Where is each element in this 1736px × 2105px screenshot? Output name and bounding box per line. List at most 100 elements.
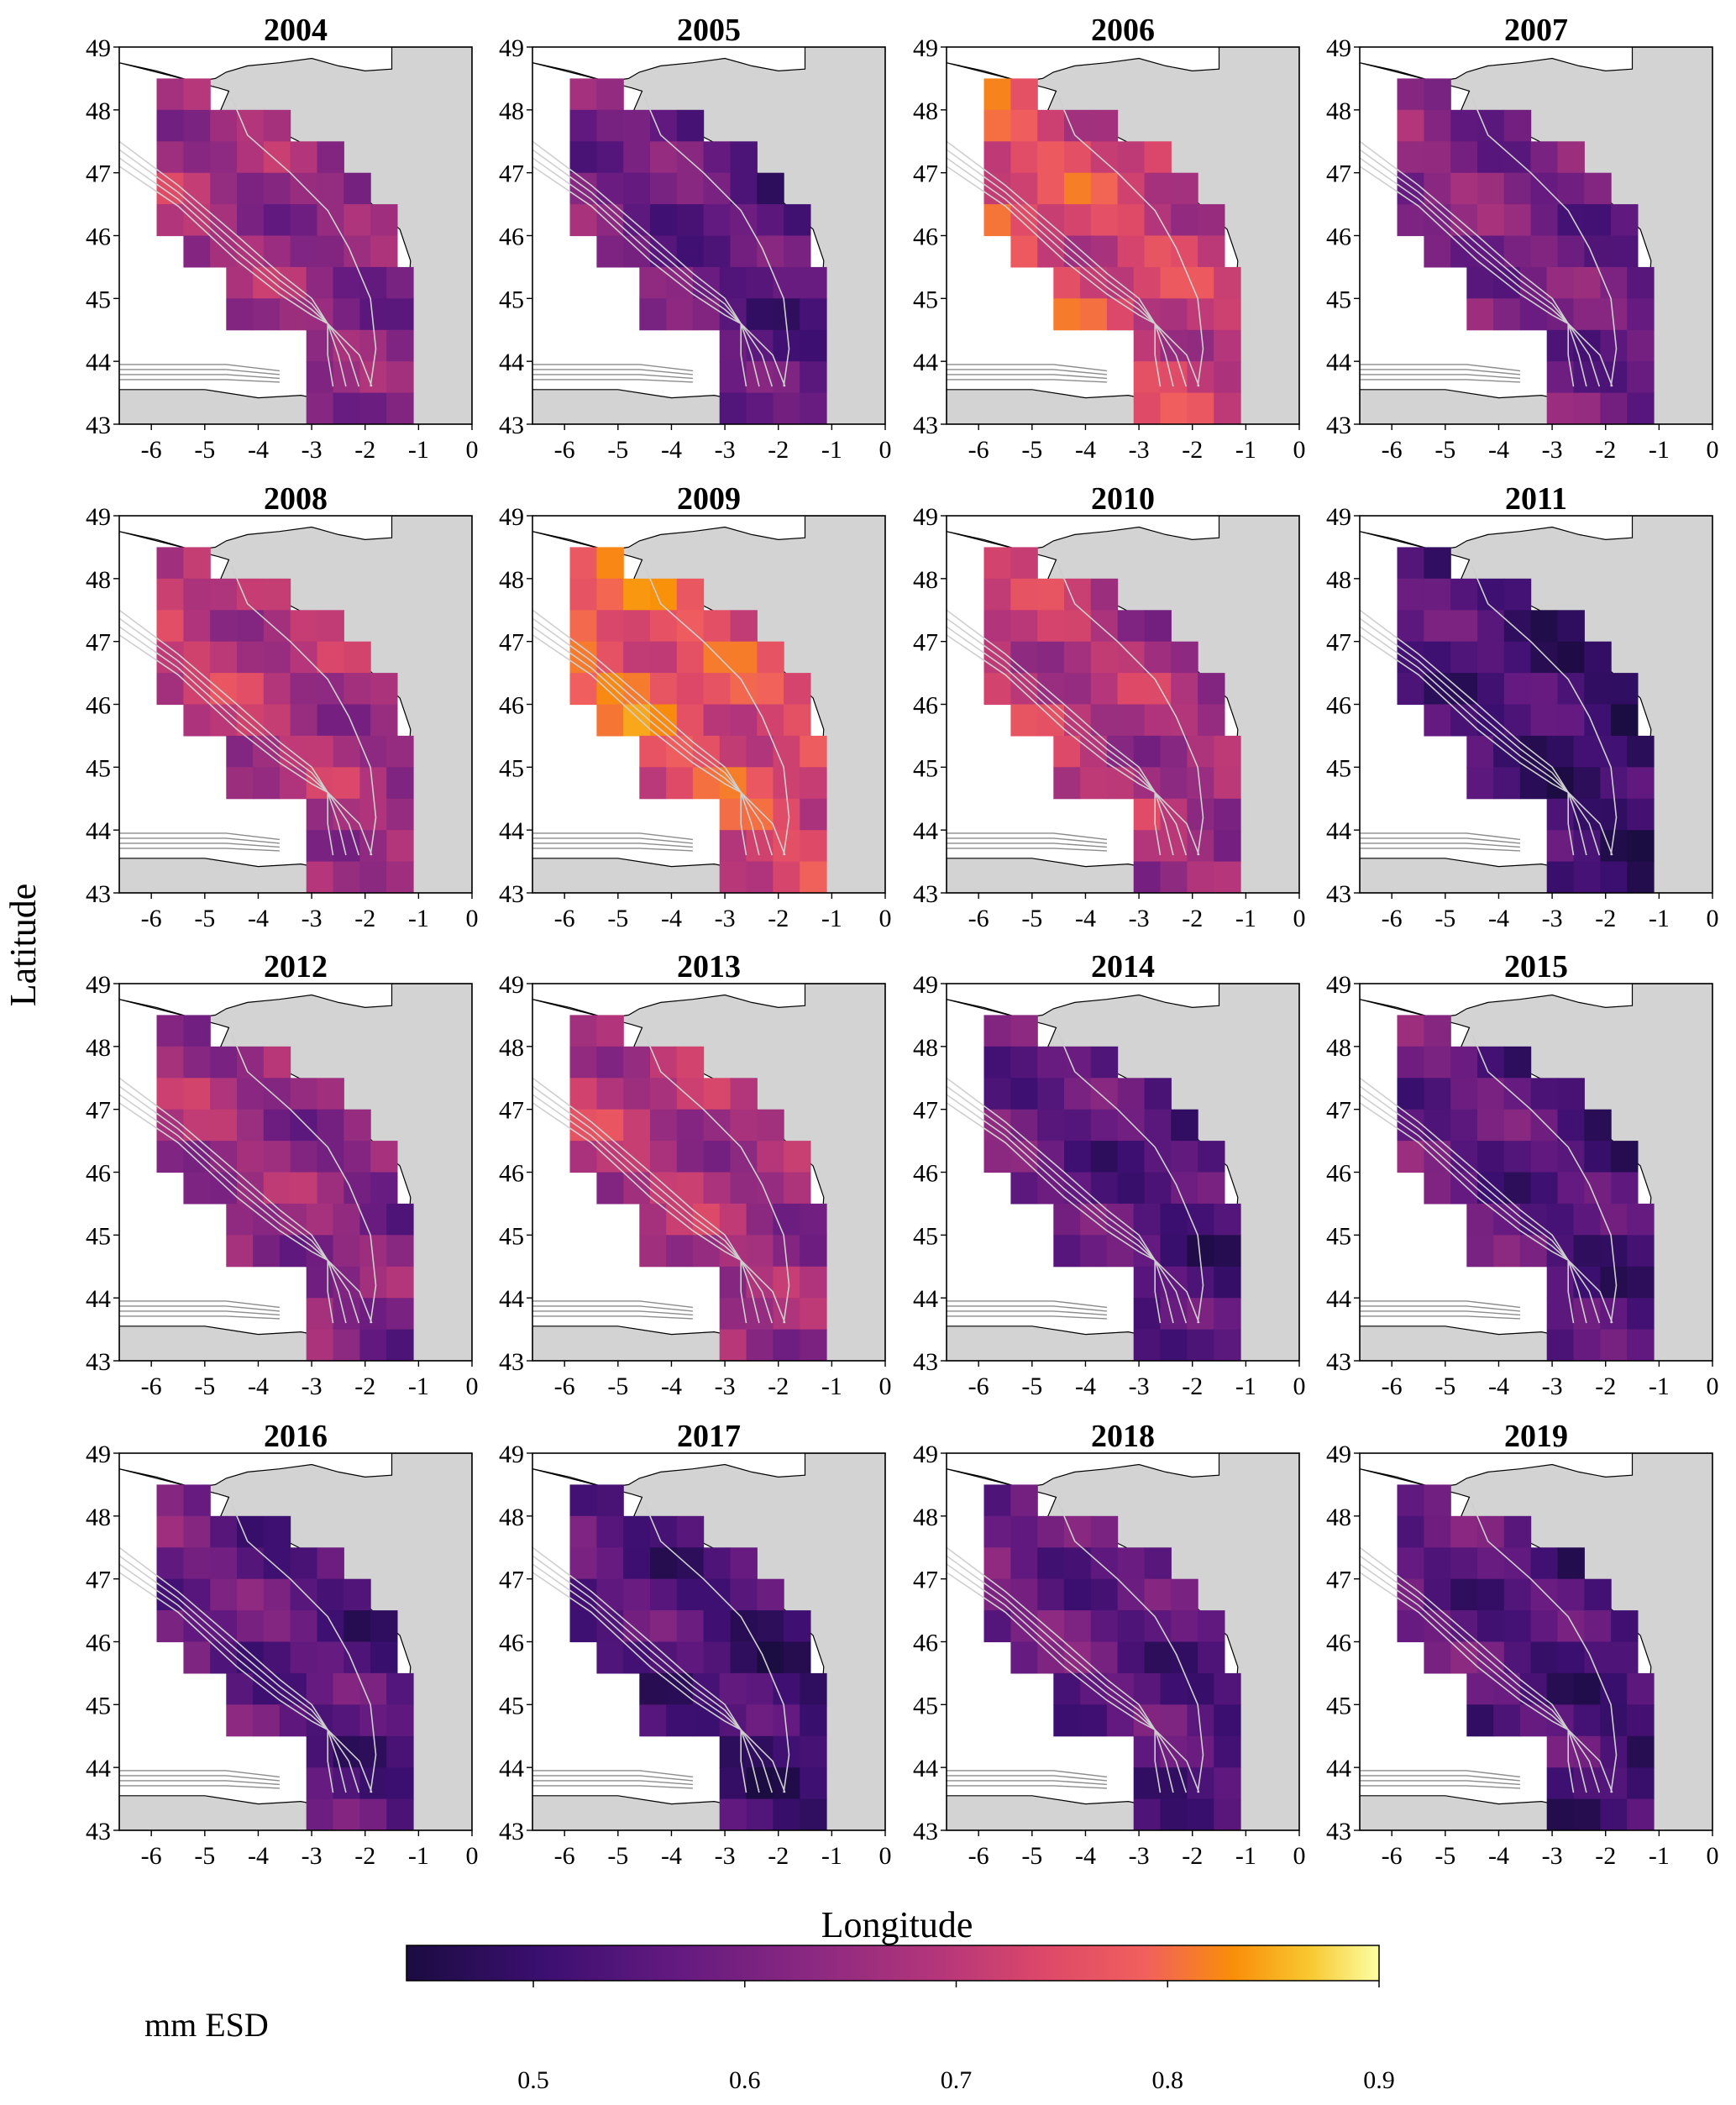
heat-cell — [1584, 172, 1612, 205]
x-tick-label: -1 — [1235, 1842, 1256, 1870]
heat-cell — [569, 1578, 597, 1611]
heat-cell — [237, 204, 265, 237]
heat-cell — [983, 1484, 1011, 1517]
heat-cell — [983, 204, 1011, 237]
heat-cell — [359, 861, 387, 893]
heat-cell — [1117, 141, 1145, 174]
heat-cell — [1090, 1109, 1119, 1142]
y-tick-label: 45 — [499, 1222, 524, 1250]
heat-cell — [1424, 1484, 1451, 1517]
isobath-line — [119, 369, 280, 375]
isobath-line — [532, 149, 760, 387]
heat-cell — [344, 641, 371, 674]
heat-cell — [1466, 1704, 1494, 1737]
heat-cell — [1503, 1610, 1532, 1643]
y-tick-label: 43 — [913, 412, 938, 439]
heat-cell — [156, 578, 184, 611]
isobath-line — [532, 1085, 760, 1324]
x-tick-label: -1 — [1649, 436, 1670, 464]
heat-cell — [719, 1672, 747, 1705]
y-tick-label: 43 — [913, 880, 938, 908]
heat-cell — [333, 1329, 360, 1361]
heat-cell — [746, 266, 774, 299]
heat-cell — [719, 392, 747, 424]
heat-cell — [1546, 798, 1575, 831]
heat-cell — [1503, 235, 1532, 268]
isobath-line — [119, 149, 347, 387]
heat-cell — [1037, 1109, 1065, 1142]
heat-cell — [226, 266, 254, 299]
heat-cell — [1627, 1704, 1655, 1737]
heat-cell — [1171, 204, 1198, 237]
isobath-line — [1360, 832, 1520, 841]
heat-cell — [1627, 266, 1655, 299]
heat-cell — [1424, 141, 1451, 174]
isobath-line — [1360, 1572, 1613, 1793]
heat-cell — [800, 1704, 827, 1737]
isobath-line — [532, 1077, 747, 1324]
x-tick-label: -6 — [968, 1373, 989, 1400]
y-tick-label: 46 — [86, 1160, 111, 1188]
isobath-line — [532, 374, 693, 380]
heat-cell — [306, 798, 334, 831]
heat-cell — [237, 235, 265, 268]
heat-cell — [359, 1798, 387, 1830]
heat-cell — [253, 767, 281, 800]
heat-cell — [719, 361, 747, 394]
heat-cell — [1214, 1235, 1241, 1268]
isobath-line — [119, 1780, 280, 1786]
x-tick-label: -4 — [1488, 1373, 1509, 1400]
heat-cell — [676, 1078, 705, 1110]
heat-cell — [1117, 704, 1145, 737]
heat-cell — [650, 1547, 678, 1580]
heat-cell — [1424, 235, 1451, 268]
heat-cell — [210, 1109, 238, 1142]
heat-cell — [1144, 1578, 1172, 1611]
heat-cell — [1397, 1109, 1424, 1142]
heat-cell — [237, 1610, 265, 1643]
heat-cell — [317, 1578, 344, 1611]
heat-cell — [290, 1547, 317, 1580]
y-tick-label: 45 — [499, 1692, 524, 1719]
heat-cell — [156, 1610, 184, 1643]
heat-cell — [1010, 1172, 1038, 1205]
heat-cell — [370, 1610, 398, 1643]
heat-cell — [1064, 141, 1092, 174]
y-tick-label: 46 — [913, 692, 938, 720]
isobath-line — [947, 626, 1188, 856]
x-tick-label: -1 — [1649, 1373, 1670, 1400]
y-tick-label: 45 — [1326, 1222, 1351, 1250]
isobath-line — [119, 1310, 280, 1316]
heat-cell — [237, 1172, 265, 1205]
heat-cell — [1627, 798, 1655, 831]
heat-cell — [569, 610, 597, 643]
heat-cell — [263, 610, 291, 643]
heat-cell — [676, 141, 705, 174]
heat-cell — [210, 641, 238, 674]
y-tick-label: 45 — [1326, 286, 1351, 313]
heat-cell — [1171, 1172, 1198, 1205]
heat-cell — [1064, 610, 1092, 643]
heat-cell — [1424, 1641, 1451, 1674]
heat-cell — [1557, 641, 1585, 674]
heat-cell — [1584, 204, 1612, 237]
heat-cell — [370, 673, 398, 706]
heat-cell — [1064, 1515, 1092, 1548]
heat-cell — [1053, 1704, 1081, 1737]
heat-cell — [370, 1141, 398, 1173]
x-tick-label: 0 — [879, 1373, 892, 1400]
x-tick-label: -4 — [1488, 905, 1509, 932]
heat-cell — [1573, 861, 1601, 893]
heat-cell — [569, 673, 597, 706]
heat-cell — [1503, 109, 1532, 142]
heat-cell — [623, 1547, 651, 1580]
isobaths — [532, 97, 790, 387]
heat-cell — [800, 1329, 827, 1361]
isobath-line — [947, 1785, 1107, 1789]
heat-cell — [344, 1641, 371, 1674]
heat-cell — [1477, 141, 1505, 174]
heat-cell — [183, 141, 211, 174]
heat-cell — [156, 141, 184, 174]
heat-cell — [596, 1109, 624, 1142]
isobath-line — [532, 165, 786, 387]
